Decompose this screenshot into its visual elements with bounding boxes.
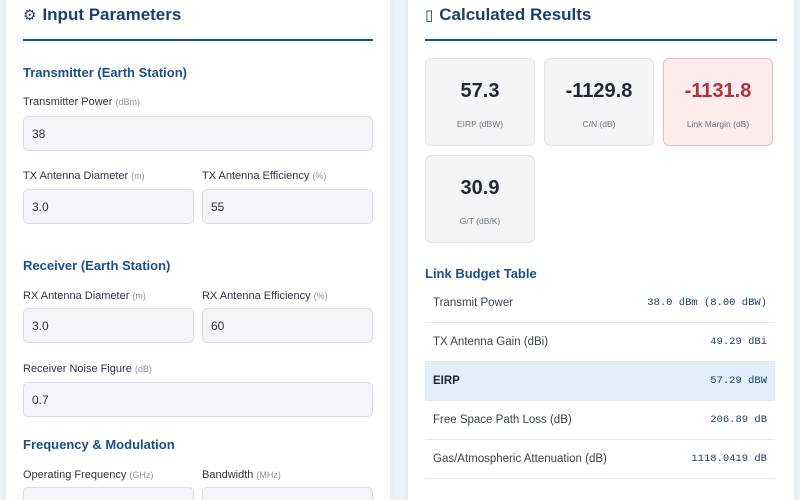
row-name: Transmit Power xyxy=(433,297,514,309)
row-value: 1118.0419 dB xyxy=(691,453,767,465)
input-parameters-title: ⚙ Input Parameters xyxy=(23,5,181,25)
section-frequency: Frequency & Modulation xyxy=(23,437,175,452)
calculated-results-title: ▯ Calculated Results xyxy=(425,5,591,25)
frequency-unit: (GHz) xyxy=(129,470,154,480)
calculated-results-title-text: Calculated Results xyxy=(439,5,592,24)
calculated-results-panel: ▯ Calculated Results 57.3 EIRP (dBW) -11… xyxy=(408,0,794,500)
gear-icon: ⚙ xyxy=(23,7,37,24)
row-name: Free Space Path Loss (dB) xyxy=(433,414,572,426)
row-value: 49.29 dBi xyxy=(710,336,767,348)
tx-diameter-unit: (m) xyxy=(131,171,145,181)
row-name: EIRP xyxy=(433,375,460,387)
rx-efficiency-unit: (%) xyxy=(313,291,328,301)
tx-efficiency-input[interactable] xyxy=(202,189,373,224)
gt-label: G/T (dB/K) xyxy=(459,216,501,226)
rx-diameter-label: RX Antenna Diameter (m) xyxy=(23,290,146,302)
eirp-value: 57.3 xyxy=(460,80,500,102)
link-budget-table: Transmit Power 38.0 dBm (8.00 dBW) TX An… xyxy=(425,284,775,479)
bandwidth-label: Bandwidth (MHz) xyxy=(202,469,281,481)
title-divider xyxy=(23,39,373,41)
row-value: 57.29 dBW xyxy=(710,375,767,387)
link-margin-label: Link Margin (dB) xyxy=(686,119,750,129)
row-name: Gas/Atmospheric Attenuation (dB) xyxy=(433,453,607,465)
rx-diameter-input[interactable] xyxy=(23,308,194,343)
tx-efficiency-unit: (%) xyxy=(312,171,327,181)
rx-noise-unit: (dB) xyxy=(134,364,152,374)
tx-power-unit: (dBm) xyxy=(115,97,140,107)
table-row: Transmit Power 38.0 dBm (8.00 dBW) xyxy=(425,284,775,323)
section-transmitter: Transmitter (Earth Station) xyxy=(23,65,187,80)
cn-label: C/N (dB) xyxy=(582,119,616,129)
bandwidth-unit: (MHz) xyxy=(256,470,281,480)
eirp-label: EIRP (dBW) xyxy=(456,119,504,129)
row-value: 38.0 dBm (8.00 dBW) xyxy=(647,297,767,309)
link-margin-card: -1131.8 Link Margin (dB) xyxy=(663,58,773,146)
rx-noise-input[interactable] xyxy=(23,382,373,417)
input-parameters-panel: ⚙ Input Parameters Transmitter (Earth St… xyxy=(6,0,390,500)
rx-noise-label: Receiver Noise Figure (dB) xyxy=(23,363,152,375)
tx-power-label: Transmitter Power (dBm) xyxy=(23,96,140,108)
table-row: TX Antenna Gain (dBi) 49.29 dBi xyxy=(425,323,775,362)
bandwidth-input[interactable] xyxy=(202,487,373,500)
input-parameters-title-text: Input Parameters xyxy=(42,5,182,24)
rx-efficiency-input[interactable] xyxy=(202,308,373,343)
section-receiver: Receiver (Earth Station) xyxy=(23,258,171,273)
tx-efficiency-label: TX Antenna Efficiency (%) xyxy=(202,170,327,182)
cn-card: -1129.8 C/N (dB) xyxy=(544,58,654,146)
rx-diameter-unit: (m) xyxy=(132,291,146,301)
table-row: Gas/Atmospheric Attenuation (dB) 1118.04… xyxy=(425,440,775,479)
row-name: TX Antenna Gain (dBi) xyxy=(433,336,549,348)
frequency-input[interactable] xyxy=(23,487,194,500)
gt-card: 30.9 G/T (dB/K) xyxy=(425,155,535,243)
title-divider xyxy=(425,39,777,41)
eirp-card: 57.3 EIRP (dBW) xyxy=(425,58,535,146)
chart-icon: ▯ xyxy=(425,7,434,24)
link-budget-table-title: Link Budget Table xyxy=(425,266,537,281)
cn-value: -1129.8 xyxy=(565,80,633,102)
tx-power-input[interactable] xyxy=(23,116,373,151)
table-row: Free Space Path Loss (dB) 206.89 dB xyxy=(425,401,775,440)
row-value: 206.89 dB xyxy=(710,414,767,426)
gt-value: 30.9 xyxy=(460,177,500,199)
link-margin-value: -1131.8 xyxy=(684,80,752,102)
tx-diameter-input[interactable] xyxy=(23,189,194,224)
tx-diameter-label: TX Antenna Diameter (m) xyxy=(23,170,145,182)
rx-efficiency-label: RX Antenna Efficiency (%) xyxy=(202,290,328,302)
frequency-label: Operating Frequency (GHz) xyxy=(23,469,154,481)
table-row-highlighted: EIRP 57.29 dBW xyxy=(425,362,775,401)
